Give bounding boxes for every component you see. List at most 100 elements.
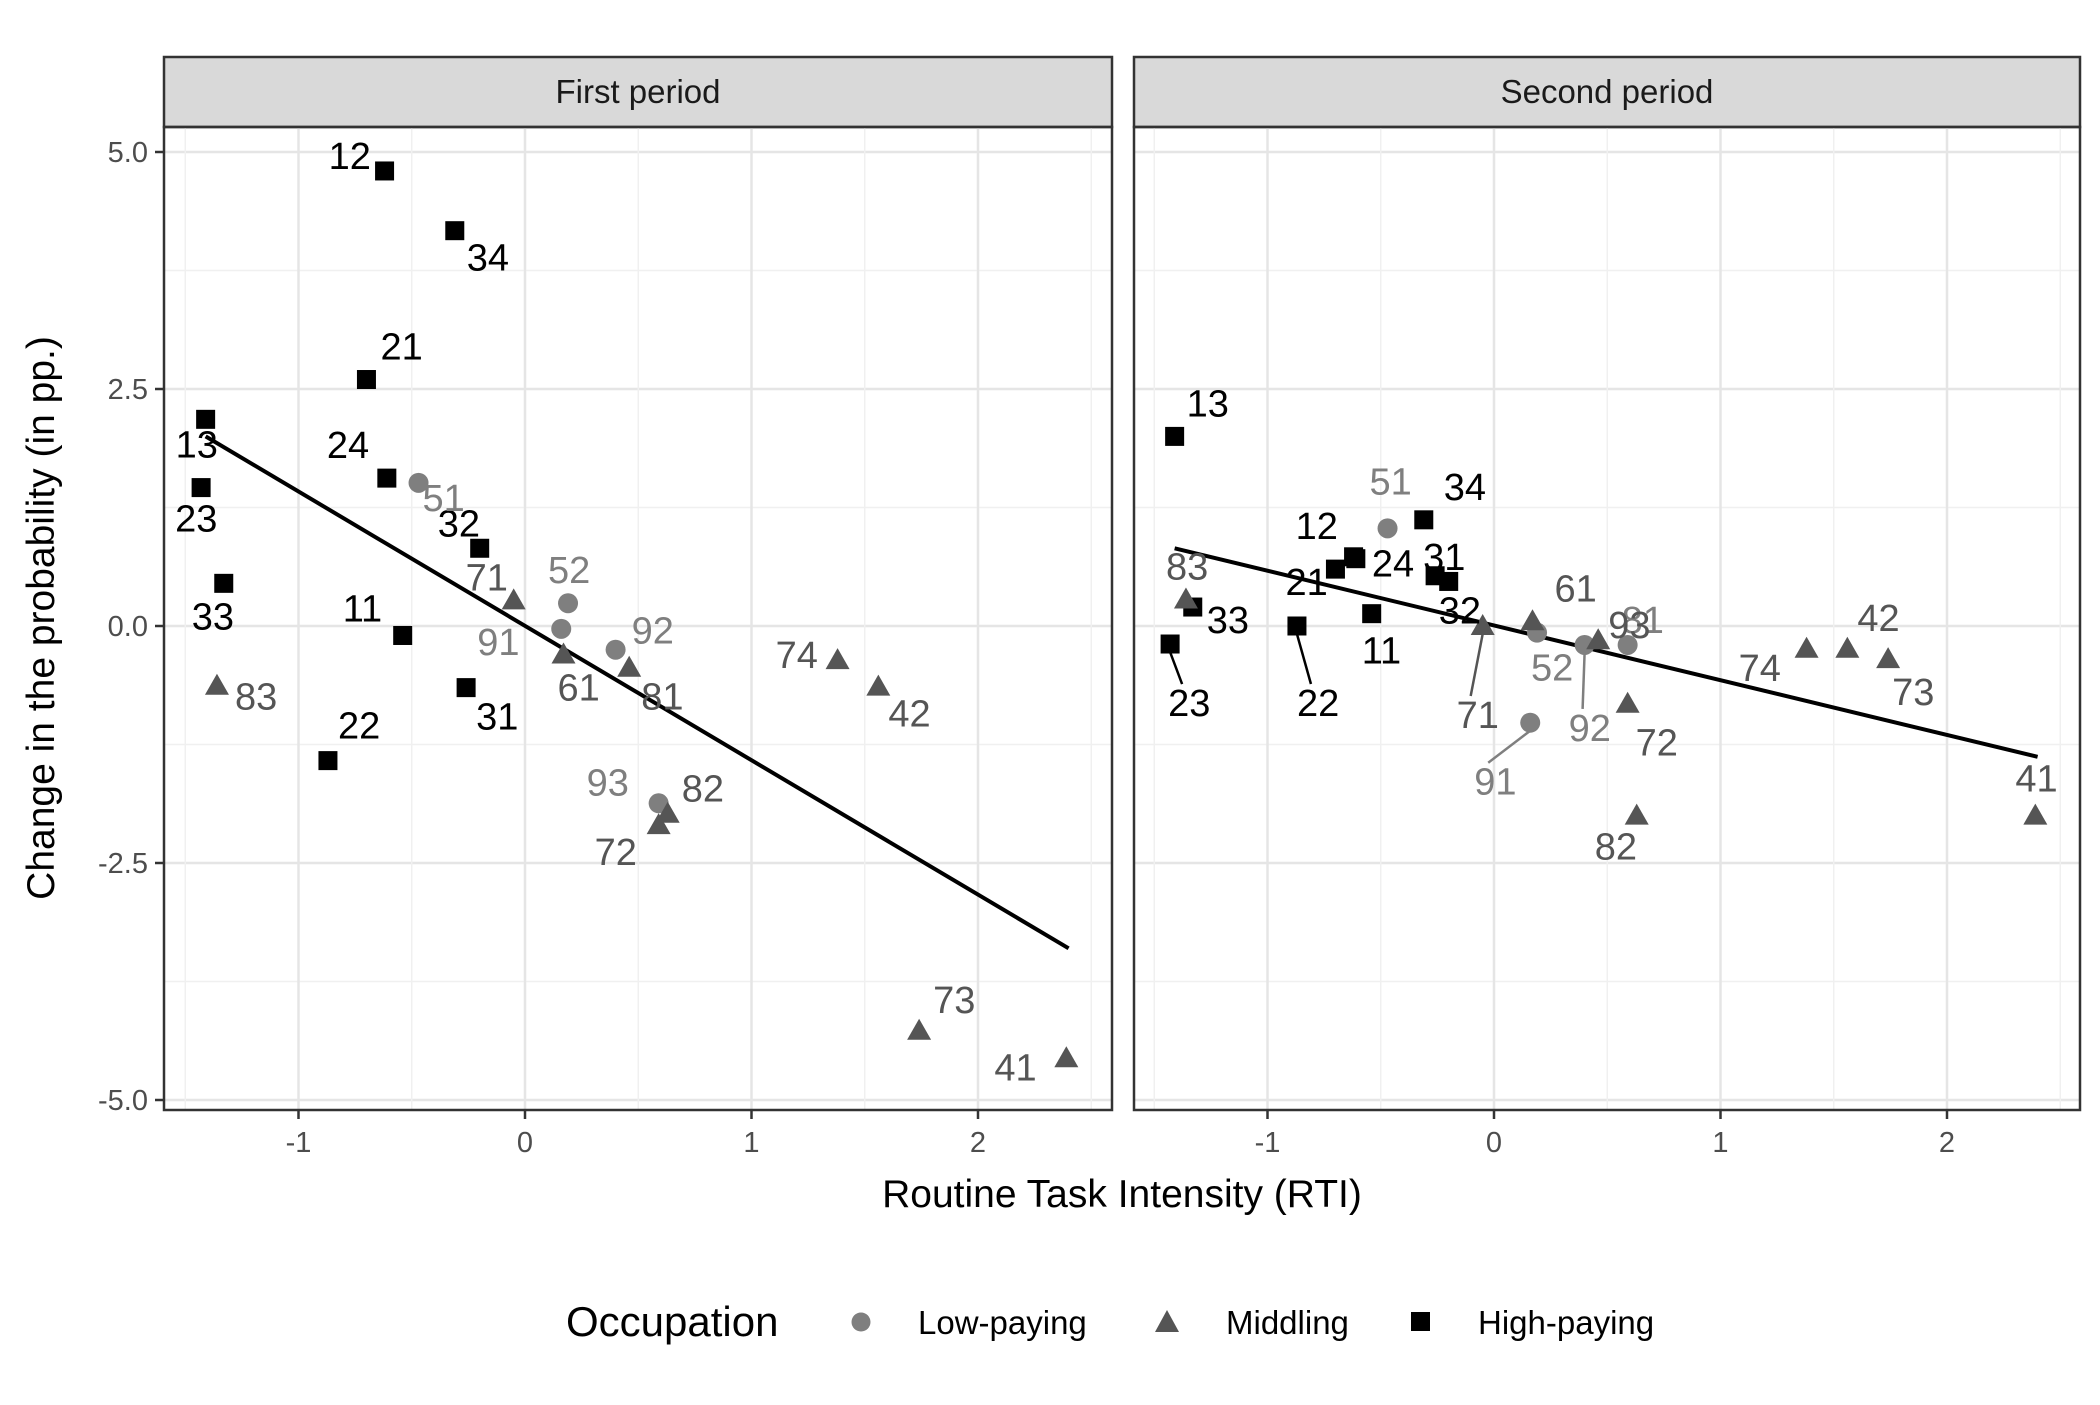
fit-line [1174, 546, 2039, 759]
point-high-paying-22 [318, 751, 338, 771]
point-high-paying-12 [375, 161, 395, 181]
point-high-paying-23 [191, 478, 211, 498]
panel-2-x-axis: -1 0 1 2 [1255, 1110, 1955, 1159]
point-middling-42 [866, 674, 891, 696]
x-axis-label: Routine Task Intensity (RTI) [882, 1173, 1362, 1216]
point-label-72: 72 [1636, 723, 1678, 765]
point-high-paying-24 [377, 468, 397, 488]
point-label-74: 74 [1739, 648, 1781, 690]
y-axis: 5.0 2.5 0.0 -2.5 -5.0 [98, 137, 164, 1117]
point-label-92: 92 [632, 611, 674, 653]
y-tick-label: 0.0 [108, 611, 148, 643]
label-leader-line [1581, 652, 1586, 710]
legend-label-high-paying: High-paying [1478, 1304, 1654, 1341]
point-middling-41 [1054, 1046, 1079, 1068]
point-middling-74 [825, 648, 850, 670]
point-label-11: 11 [1362, 631, 1401, 673]
point-middling-61 [551, 642, 576, 664]
point-low-paying-92 [1574, 634, 1595, 655]
point-label-51: 51 [423, 478, 465, 520]
point-high-paying-32 [1439, 571, 1459, 591]
point-low-paying-92 [605, 639, 626, 660]
point-label-81: 81 [641, 677, 683, 719]
panel-2-border [1132, 125, 2082, 1112]
point-label-61: 61 [558, 667, 600, 709]
point-label-93: 93 [587, 762, 629, 804]
point-label-73: 73 [933, 980, 975, 1022]
y-axis-label: Change in the probability (in pp.) [20, 336, 63, 900]
panel-2-point-labels: 13 34 12 31 32 21 24 33 11 22 23 51 52 92 81 91 83 71 61 93… [1166, 383, 2058, 868]
point-label-31: 31 [1423, 537, 1465, 579]
point-middling-73 [1876, 647, 1901, 669]
point-high-paying-22 [1287, 616, 1307, 636]
point-label-82: 82 [682, 769, 724, 811]
point-middling-41 [2023, 803, 2048, 825]
point-middling-83 [204, 673, 229, 695]
panel-2-strip-title: Second period [1501, 73, 1714, 110]
x-tick-label: 0 [1486, 1127, 1502, 1159]
point-label-91: 91 [1474, 762, 1516, 804]
legend-label-low-paying: Low-paying [918, 1304, 1087, 1341]
point-label-24: 24 [1372, 544, 1414, 586]
point-low-paying-91 [551, 618, 572, 639]
point-label-32: 32 [1439, 590, 1481, 632]
point-high-paying-23 [1160, 634, 1180, 654]
legend-title: Occupation [566, 1298, 778, 1345]
point-label-34: 34 [1444, 467, 1486, 509]
point-middling-81 [617, 655, 642, 677]
point-label-13: 13 [176, 424, 218, 466]
point-label-21: 21 [380, 327, 422, 369]
point-label-82: 82 [1595, 827, 1637, 869]
legend-circle-icon [851, 1312, 871, 1332]
point-middling-72 [646, 813, 671, 835]
point-high-paying-13 [196, 409, 216, 429]
panel-2-fit-line-group [1174, 546, 2039, 759]
point-label-61: 61 [1555, 568, 1597, 610]
point-low-paying-51 [408, 472, 429, 493]
point-middling-72 [1615, 691, 1640, 713]
point-label-42: 42 [888, 694, 930, 736]
point-label-22: 22 [1297, 683, 1339, 725]
x-tick-label: 2 [970, 1127, 986, 1159]
point-label-92: 92 [1569, 708, 1611, 750]
point-high-paying-24 [1346, 549, 1366, 569]
point-high-paying-32 [470, 538, 490, 558]
point-high-paying-34 [1414, 510, 1434, 530]
x-tick-label: -1 [1255, 1127, 1281, 1159]
point-low-paying-52 [558, 593, 579, 614]
point-label-52: 52 [1531, 648, 1573, 690]
panel-1-x-axis: -1 0 1 2 [286, 1110, 986, 1159]
point-label-23: 23 [175, 499, 217, 541]
panel-1-border [162, 125, 1114, 1112]
legend-square-icon [1411, 1312, 1430, 1331]
point-label-11: 11 [343, 588, 382, 630]
panel-2-points [1160, 426, 2048, 825]
y-tick-label: -2.5 [98, 848, 148, 880]
point-label-32: 32 [438, 503, 480, 545]
point-label-91: 91 [477, 622, 519, 664]
point-high-paying-31 [456, 678, 476, 698]
y-tick-label: 5.0 [108, 137, 148, 169]
panel-1-fit-line-group [204, 434, 1070, 951]
point-label-42: 42 [1857, 598, 1899, 640]
point-label-71: 71 [466, 557, 508, 599]
y-tick-label: 2.5 [108, 374, 148, 406]
point-middling-61 [1520, 609, 1545, 631]
point-middling-93 [1586, 628, 1611, 650]
x-tick-label: 1 [1712, 1127, 1728, 1159]
point-label-83: 83 [1166, 546, 1208, 588]
legend: Occupation Low-paying Middling High-payi… [566, 1298, 1654, 1345]
label-leader-line [1168, 651, 1184, 685]
point-middling-42 [1835, 636, 1860, 658]
point-middling-74 [1794, 636, 1819, 658]
x-tick-label: 0 [517, 1127, 533, 1159]
point-label-21: 21 [1285, 562, 1327, 604]
point-low-paying-81 [1617, 634, 1638, 655]
point-label-73: 73 [1892, 672, 1934, 714]
label-leader-line [1487, 729, 1531, 764]
panel-1-points [191, 161, 1079, 1068]
